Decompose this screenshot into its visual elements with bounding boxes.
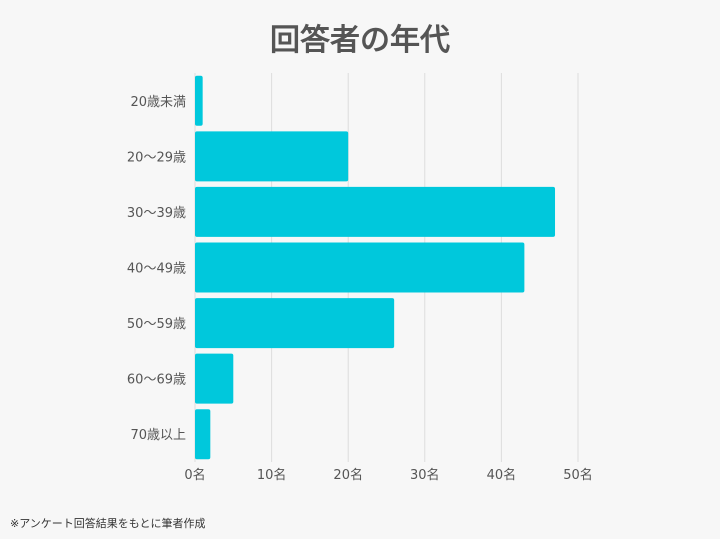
x-tick-label: 20名 <box>333 467 363 483</box>
category-label: 20歳未満 <box>130 95 186 110</box>
bars <box>195 75 556 460</box>
footnote: ※アンケート回答結果をもとに筆者作成 <box>10 516 206 530</box>
bar <box>195 242 525 293</box>
x-tick-labels: 0名 10名 20名 30名 40名 50名 <box>184 467 592 483</box>
category-label: 30～39歳 <box>127 206 186 221</box>
category-label: 20～29歳 <box>127 150 186 165</box>
category-label: 50～59歳 <box>127 317 186 332</box>
bar <box>195 131 349 182</box>
category-label: 70歳以上 <box>130 428 186 443</box>
category-label: 60～69歳 <box>127 373 186 388</box>
bar <box>195 353 234 404</box>
category-labels: 20歳未満 20～29歳 30～39歳 40～49歳 50～59歳 60～69歳 70歳以上 <box>127 95 186 443</box>
category-label: 40～49歳 <box>127 262 186 277</box>
bar <box>195 298 395 349</box>
x-tick-label: 0名 <box>184 467 205 483</box>
x-tick-label: 50名 <box>563 467 593 483</box>
chart-title: 回答者の年代 <box>270 23 450 58</box>
x-tick-label: 10名 <box>257 467 287 483</box>
x-tick-label: 40名 <box>487 467 517 483</box>
x-tick-label: 30名 <box>410 467 440 483</box>
bar <box>195 186 556 237</box>
bar <box>195 409 211 460</box>
bar <box>195 75 203 126</box>
